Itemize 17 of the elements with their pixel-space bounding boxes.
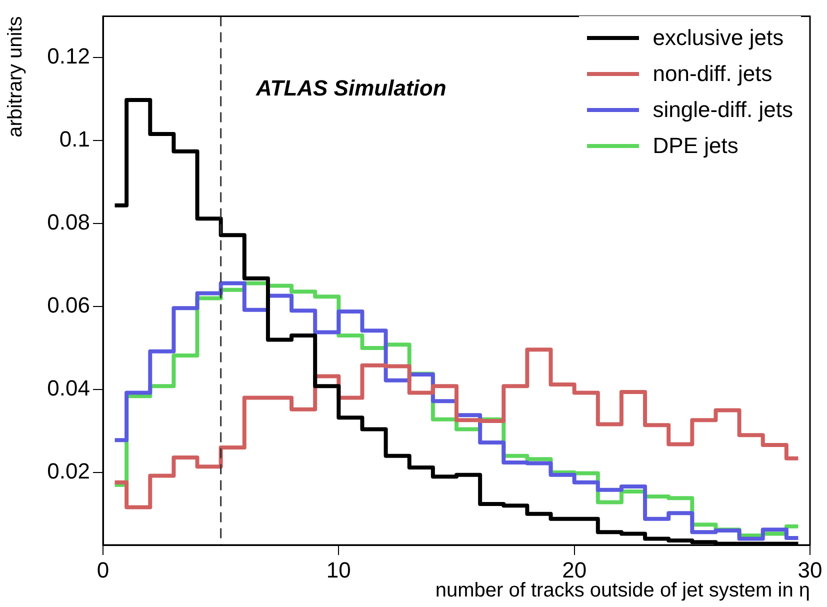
y-tick-label: 0.12 xyxy=(47,44,90,69)
x-tick-label: 10 xyxy=(326,557,351,582)
y-tick-label: 0.02 xyxy=(47,458,90,484)
y-axis-title: arbitrary units xyxy=(4,16,27,138)
y-tick-label: 0.1 xyxy=(59,126,90,152)
x-tick-label: 30 xyxy=(798,557,822,582)
legend-label: exclusive jets xyxy=(652,25,784,51)
annotation: ATLAS Simulation xyxy=(255,75,446,100)
y-tick-label: 0.06 xyxy=(47,292,90,318)
legend-label: single-diff. jets xyxy=(652,97,793,123)
legend-label: non-diff. jets xyxy=(652,61,772,87)
x-axis-title: number of tracks outside of jet system in η xyxy=(435,580,810,602)
y-tick-label: 0.04 xyxy=(47,376,90,401)
x-tick-label: 0 xyxy=(96,557,110,582)
legend-label: DPE jets xyxy=(652,133,738,159)
y-tick-label: 0.08 xyxy=(47,210,90,235)
x-tick-label: 20 xyxy=(562,557,587,582)
